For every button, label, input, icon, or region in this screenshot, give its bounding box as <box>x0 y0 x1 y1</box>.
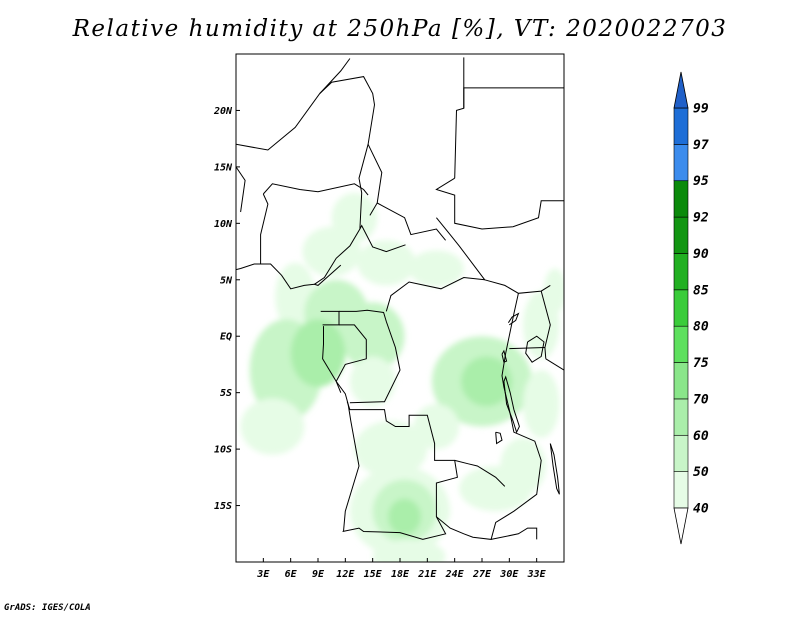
humidity-region <box>349 356 396 407</box>
country-border <box>435 177 564 230</box>
colorbar-label: 99 <box>693 102 709 117</box>
colorbar-segment <box>673 253 689 291</box>
colorbar-segment <box>673 325 689 363</box>
humidity-region <box>372 539 446 562</box>
lon-tick-label: 18E <box>391 569 410 580</box>
lon-tick-label: 3E <box>256 569 270 580</box>
country-border <box>490 527 538 540</box>
humidity-region <box>523 370 560 438</box>
longitude-axis: 3E 6E 9E 12E 15E 18E 21E 24E 27E 30E 33E <box>256 558 547 580</box>
lake-outline <box>525 335 545 363</box>
grads-credit: GrADS: IGES/COLA <box>4 603 91 613</box>
lat-tick-label: 5N <box>220 275 233 286</box>
colorbar-label: 80 <box>693 320 709 335</box>
humidity-region <box>302 226 361 277</box>
country-border <box>454 87 564 179</box>
country-border <box>454 459 506 487</box>
colorbar-segment <box>673 289 689 327</box>
humidity-region <box>262 527 274 541</box>
colorbar-label: 70 <box>693 392 709 407</box>
colorbar-segment <box>673 398 689 436</box>
colorbar-label: 90 <box>693 247 709 262</box>
humidity-region <box>388 498 421 535</box>
country-border <box>342 401 458 540</box>
country-border <box>540 290 551 359</box>
country-border <box>339 309 401 404</box>
humidity-field <box>240 192 564 562</box>
lon-tick-label: 15E <box>364 569 383 580</box>
humidity-region <box>409 250 464 287</box>
lake-outline <box>495 431 503 445</box>
lon-tick-label: 6E <box>285 569 298 580</box>
lat-tick-label: 15N <box>214 162 233 173</box>
lon-tick-label: 33E <box>527 569 547 580</box>
lon-tick-label: 30E <box>499 569 519 580</box>
lake-outline <box>549 443 560 495</box>
colorbar-label: 92 <box>693 211 709 226</box>
latitude-axis: 20N 15N 10N 5N EQ 5S 10S 15S <box>213 106 240 512</box>
colorbar-segment <box>673 216 689 254</box>
humidity-region <box>240 398 305 455</box>
chart-title: Relative humidity at 250hPa [%], VT: 202… <box>72 16 728 42</box>
country-border <box>367 144 383 216</box>
colorbar-label: 75 <box>693 356 709 371</box>
lat-tick-label: 10S <box>214 445 232 456</box>
colorbar-segment <box>673 107 689 145</box>
colorbar-label: 97 <box>693 138 709 153</box>
lon-tick-label: 27E <box>472 569 492 580</box>
lat-tick-label: 15S <box>214 501 232 512</box>
lat-tick-label: 10N <box>214 219 233 230</box>
country-border <box>359 224 406 253</box>
humidity-region <box>251 498 267 513</box>
country-border <box>376 202 446 241</box>
lat-tick-label: 20N <box>213 106 233 117</box>
colorbar-label: 60 <box>693 429 709 444</box>
colorbar-label: 40 <box>693 502 709 517</box>
colorbar-segment <box>673 434 689 472</box>
humidity-region <box>543 268 564 314</box>
colorbar-label: 95 <box>693 174 709 189</box>
lon-tick-label: 21E <box>417 569 437 580</box>
country-border <box>236 58 351 151</box>
country-border <box>436 293 542 540</box>
humidity-region <box>461 356 513 407</box>
lon-tick-label: 12E <box>336 569 355 580</box>
country-border <box>509 347 545 350</box>
country-border <box>545 358 564 371</box>
colorbar-below-arrow <box>673 507 689 545</box>
colorbar-segment <box>673 180 689 218</box>
country-border <box>236 263 342 290</box>
lake-outline <box>503 375 520 434</box>
humidity-region <box>459 466 533 512</box>
colorbar-label: 85 <box>693 283 709 298</box>
country-border <box>484 279 551 294</box>
humidity-region <box>354 420 428 478</box>
lon-tick-label: 24E <box>445 569 465 580</box>
country-border <box>320 310 340 326</box>
humidity-region <box>340 302 405 371</box>
lake-outline <box>501 349 508 363</box>
colorbar-above-arrow <box>673 71 689 109</box>
humidity-region <box>290 319 346 388</box>
lon-tick-label: 9E <box>312 569 325 580</box>
country-borders <box>236 57 564 540</box>
humidity-region <box>357 240 416 286</box>
lake-outline <box>507 312 520 326</box>
colorbar-segment <box>673 144 689 182</box>
colorbar-label: 50 <box>693 465 709 480</box>
colorbar: 40 50 60 70 75 80 85 90 92 95 97 99 <box>673 71 709 545</box>
humidity-region <box>445 511 482 546</box>
country-border <box>314 76 376 285</box>
country-border <box>262 183 369 196</box>
country-border <box>322 326 360 532</box>
country-border <box>236 166 246 213</box>
country-border <box>385 217 486 312</box>
country-border <box>260 193 269 264</box>
colorbar-segment <box>673 362 689 400</box>
lat-tick-label: EQ <box>220 332 232 343</box>
colorbar-segment <box>673 471 689 509</box>
lat-tick-label: 5S <box>220 388 232 399</box>
